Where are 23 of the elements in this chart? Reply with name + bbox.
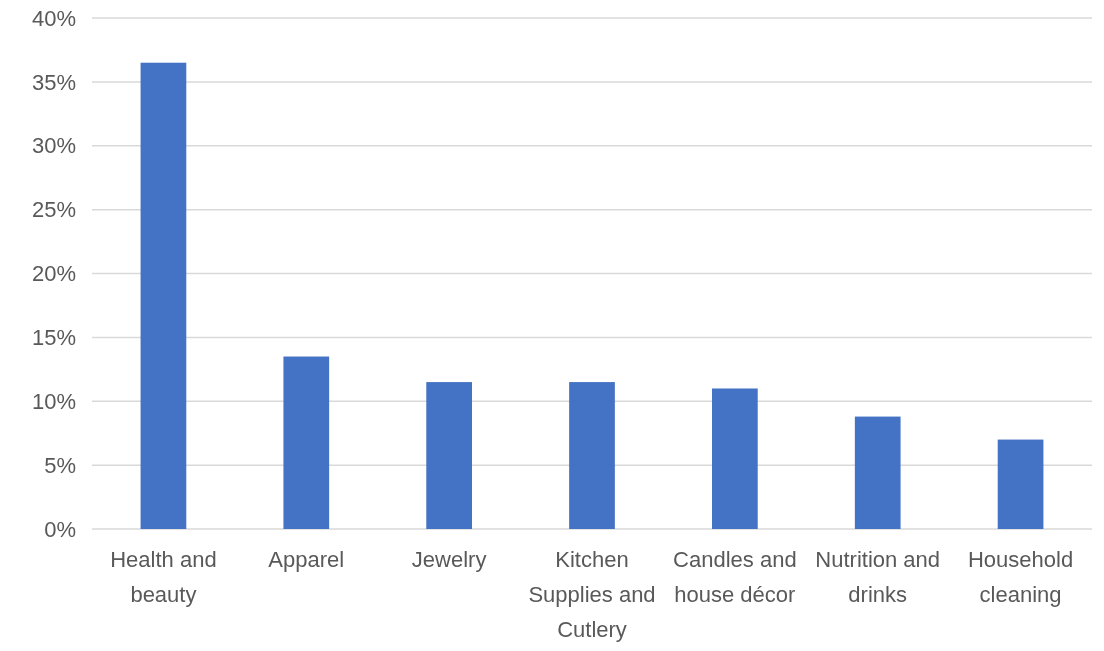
y-tick-label: 25% — [31, 197, 76, 223]
x-tick-label: Nutrition and drinks — [815, 547, 941, 607]
x-tick-label: Health and beauty — [110, 547, 217, 607]
y-tick-label: 5% — [44, 452, 76, 478]
bar — [140, 62, 187, 529]
bar — [426, 382, 472, 529]
x-tick-label: Candles and house décor — [673, 547, 797, 607]
bar — [569, 382, 615, 529]
y-tick-label: 40% — [31, 5, 76, 31]
y-tick-label: 10% — [31, 388, 76, 414]
bar — [283, 356, 330, 529]
bar — [854, 416, 901, 529]
y-tick-label: 15% — [31, 325, 76, 351]
y-tick-label: 0% — [44, 516, 76, 542]
y-tick-label: 20% — [31, 261, 76, 287]
x-tick-label: Household cleaning — [967, 547, 1074, 607]
x-tick-label: Jewelry — [411, 547, 487, 572]
y-tick-label: 30% — [31, 133, 76, 159]
x-tick-label: Kitchen Supplies and Cutlery — [528, 547, 656, 642]
bar — [712, 388, 758, 529]
y-tick-label: 35% — [31, 69, 76, 95]
bar — [997, 439, 1044, 529]
x-tick-label: Apparel — [268, 547, 345, 572]
